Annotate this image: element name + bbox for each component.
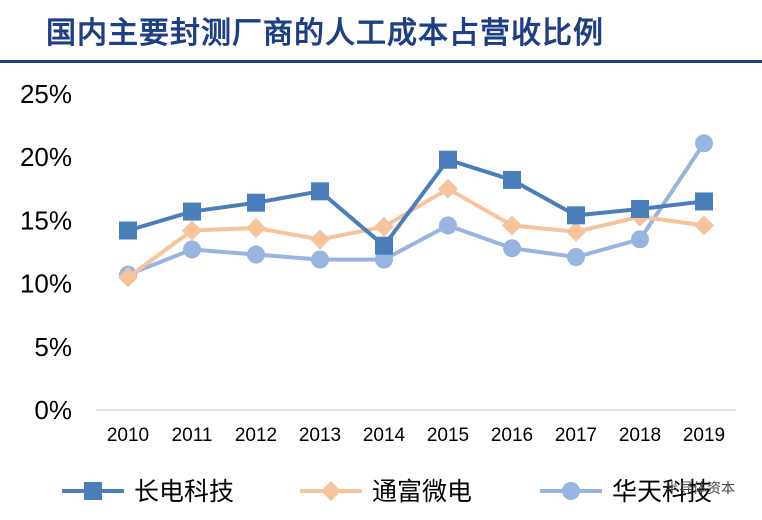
- y-tick-label: 0%: [34, 395, 72, 425]
- data-point: [631, 200, 649, 219]
- data-point: [503, 239, 521, 258]
- data-point: [375, 250, 393, 269]
- data-point: [567, 248, 585, 267]
- x-tick-label: 2011: [172, 425, 213, 446]
- data-point: [566, 221, 586, 242]
- data-point: [375, 236, 393, 255]
- data-point: [503, 170, 521, 189]
- chart-axes: 0% 5% 10% 15% 20% 25% 2010 2011 2012 2013 2014 2015…: [20, 79, 736, 446]
- data-point: [695, 192, 713, 211]
- legend-label: 华天科技: [612, 477, 712, 506]
- y-tick-label: 20%: [20, 142, 72, 172]
- x-tick-label: 2012: [235, 425, 277, 446]
- x-tick-label: 2010: [107, 425, 149, 446]
- data-point: [247, 245, 265, 264]
- data-point: [439, 150, 457, 169]
- legend-marker: [321, 481, 341, 501]
- data-point: [311, 182, 329, 201]
- legend-marker: [562, 482, 580, 500]
- legend-label: 通富微电: [372, 477, 472, 506]
- x-tick-label: 2016: [491, 425, 533, 446]
- x-tick-label: 2015: [427, 425, 469, 446]
- data-point: [567, 206, 585, 225]
- x-tick-label: 2017: [555, 425, 597, 446]
- data-point: [631, 230, 649, 249]
- y-tick-label: 10%: [20, 269, 72, 299]
- series-line: [127, 157, 705, 248]
- y-tick-label: 5%: [34, 332, 72, 362]
- legend-item: 通富微电: [300, 477, 472, 506]
- data-point: [695, 134, 713, 153]
- series-diamond: [118, 178, 714, 288]
- series-square: [119, 150, 713, 255]
- legend-label: 长电科技: [134, 477, 234, 506]
- data-point: [183, 240, 201, 259]
- data-point: [118, 267, 138, 288]
- x-tick-label: 2014: [363, 425, 406, 446]
- x-tick-label: 2018: [619, 425, 661, 446]
- data-point: [310, 229, 330, 250]
- data-point: [438, 178, 458, 199]
- series-line: [126, 186, 705, 279]
- x-tick-label: 2013: [299, 425, 341, 446]
- chart-legend: 长电科技 通富微电 华天科技: [62, 477, 712, 506]
- data-point: [183, 202, 201, 221]
- legend-item: 长电科技: [62, 477, 234, 506]
- data-point: [119, 221, 137, 240]
- legend-item: 华天科技: [540, 477, 712, 506]
- data-point: [374, 216, 394, 237]
- data-point: [246, 217, 266, 238]
- data-point: [439, 216, 457, 235]
- data-point: [311, 250, 329, 269]
- data-point: [247, 193, 265, 212]
- chart-series: [118, 134, 714, 288]
- data-point: [182, 220, 202, 241]
- y-tick-label: 15%: [20, 205, 72, 235]
- watermark-text: 半导体资本: [665, 481, 735, 497]
- chart-title: 国内主要封测厂商的人工成本占营收比例: [46, 16, 604, 51]
- y-tick-label: 25%: [20, 79, 72, 109]
- data-point: [694, 215, 714, 236]
- x-tick-label: 2019: [683, 425, 725, 446]
- series-line: [127, 142, 706, 277]
- title-underline: [0, 60, 762, 63]
- series-circle: [119, 134, 713, 284]
- legend-marker: [84, 482, 102, 500]
- data-point: [502, 215, 522, 236]
